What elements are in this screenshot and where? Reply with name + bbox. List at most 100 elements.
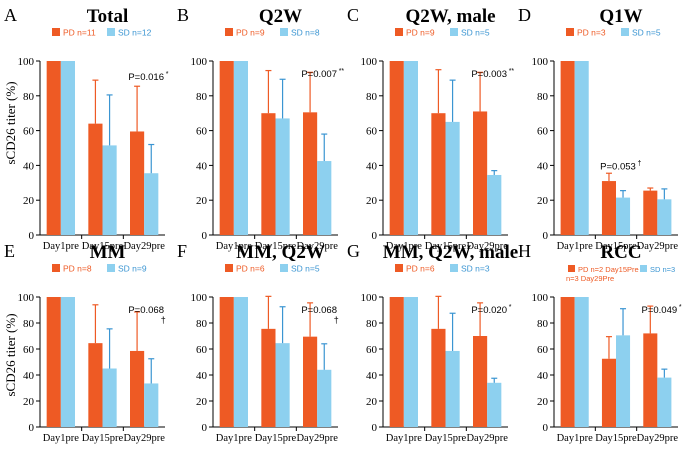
y-tick-label: 60 <box>537 344 549 356</box>
legend-swatch-sd <box>280 28 288 36</box>
bar-pd-day1pre <box>219 297 234 427</box>
panel-letter: D <box>518 5 531 25</box>
legend-label-pd: PD n=6 <box>236 264 265 274</box>
y-tick-label: 20 <box>537 396 549 408</box>
x-tick-label: Day29pre <box>466 433 508 444</box>
y-tick-label: 40 <box>537 370 549 382</box>
x-tick-label: Day15pre <box>255 433 297 444</box>
bar-pd-day1pre <box>46 61 61 235</box>
y-tick-label: 0 <box>29 230 35 242</box>
legend-label-pd: PD n=3 <box>577 28 606 38</box>
bar-pd-day1pre <box>560 61 575 235</box>
significance-mark: † <box>161 315 166 325</box>
significance-mark: * <box>166 71 169 78</box>
x-tick-label: Day1pre <box>216 433 252 444</box>
legend-label-pd: PD n=9 <box>406 28 435 38</box>
bar-pd-day15pre <box>601 358 616 427</box>
bar-pd-day29pre <box>130 350 145 427</box>
x-tick-label: Day1pre <box>557 241 593 252</box>
bar-pd-day29pre <box>303 112 318 235</box>
y-tick-label: 40 <box>537 160 549 172</box>
bar-pd-day15pre <box>261 328 276 427</box>
panel-letter: F <box>177 241 187 261</box>
y-tick-label: 80 <box>366 91 378 103</box>
y-tick-label: 0 <box>29 422 35 434</box>
bar-pd-day1pre <box>389 297 404 427</box>
bar-pd-day29pre <box>473 336 488 427</box>
y-tick-label: 80 <box>23 318 35 330</box>
legend-label-sd: SD n=5 <box>291 264 320 274</box>
bar-sd-day15pre <box>616 197 631 235</box>
y-tick-label: 100 <box>532 56 549 68</box>
bar-sd-day29pre <box>144 173 159 235</box>
legend-swatch-pd <box>225 264 233 272</box>
y-tick-label: 80 <box>196 91 208 103</box>
y-tick-label: 40 <box>23 370 35 382</box>
y-tick-label: 20 <box>23 396 35 408</box>
legend-swatch-sd <box>640 265 647 272</box>
bar-sd-day15pre <box>445 350 460 427</box>
y-tick-label: 60 <box>366 344 378 356</box>
legend-label-sd: SD n=5 <box>461 28 490 38</box>
bar-pd-day29pre <box>473 111 488 235</box>
x-tick-label: Day29pre <box>296 433 338 444</box>
y-tick-label: 80 <box>537 318 549 330</box>
y-tick-label: 40 <box>366 370 378 382</box>
y-tick-label: 100 <box>191 292 208 304</box>
legend-label-pd: PD n=8 <box>63 264 92 274</box>
bar-sd-day1pre <box>574 61 589 235</box>
significance-mark: † <box>638 160 642 167</box>
legend-swatch-sd <box>107 264 115 272</box>
bar-sd-day29pre <box>317 161 332 235</box>
bar-sd-day15pre <box>102 145 117 235</box>
y-tick-label: 100 <box>532 292 549 304</box>
p-value-annotation: P=0.016 <box>128 72 164 83</box>
panel-title: MM, Q2W, male <box>383 242 518 263</box>
legend-label-sd: SD n=12 <box>118 28 152 38</box>
bar-pd-day15pre <box>601 181 616 235</box>
y-axis-label-bottom: sCD26 titer (%) <box>3 313 18 396</box>
panel-title: MM <box>90 242 126 263</box>
y-tick-label: 60 <box>196 126 208 138</box>
p-value-annotation: P=0.053 <box>600 161 636 172</box>
y-tick-label: 0 <box>202 422 208 434</box>
legend-label-pd: PD n=11 <box>63 28 96 38</box>
x-tick-label: Day15pre <box>425 241 467 252</box>
x-tick-label: Day29pre <box>123 241 165 252</box>
y-tick-label: 20 <box>196 195 208 207</box>
x-tick-label: Day29pre <box>637 241 679 252</box>
bar-pd-day29pre <box>643 190 658 235</box>
bar-pd-day1pre <box>219 61 234 235</box>
legend-label-sd: SD n=5 <box>632 28 661 38</box>
x-tick-label: Day29pre <box>296 241 338 252</box>
significance-mark: * <box>679 304 682 311</box>
y-tick-label: 20 <box>366 396 378 408</box>
panel-letter: H <box>518 241 531 261</box>
x-tick-label: Day1pre <box>557 433 593 444</box>
p-value-annotation: P=0.020 <box>471 305 507 316</box>
x-tick-label: Day15pre <box>255 241 297 252</box>
bar-pd-day29pre <box>643 333 658 427</box>
legend-swatch-sd <box>450 28 458 36</box>
bar-sd-day15pre <box>445 121 460 235</box>
legend-label-sd: SD n=8 <box>291 28 320 38</box>
legend-swatch-pd <box>566 28 574 36</box>
y-tick-label: 100 <box>18 56 35 68</box>
bar-pd-day15pre <box>431 328 446 427</box>
p-value-annotation: P=0.068 <box>301 305 337 316</box>
bar-pd-day29pre <box>303 336 318 427</box>
bar-sd-day1pre <box>233 61 248 235</box>
bar-pd-day1pre <box>560 297 575 427</box>
x-tick-label: Day15pre <box>595 241 637 252</box>
bar-sd-day29pre <box>487 382 502 427</box>
p-value-annotation: P=0.003 <box>471 69 507 80</box>
bar-sd-day1pre <box>60 297 75 427</box>
bar-pd-day15pre <box>88 123 103 235</box>
bar-pd-day15pre <box>261 113 276 235</box>
y-tick-label: 60 <box>366 126 378 138</box>
y-tick-label: 60 <box>196 344 208 356</box>
